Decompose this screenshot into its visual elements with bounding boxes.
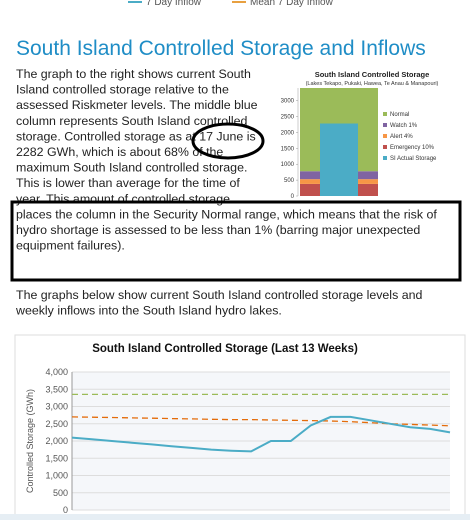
highlight-box (10, 200, 462, 282)
legend-swatch (383, 145, 387, 149)
storage-chart: South Island Controlled Storage (Last 13… (25, 343, 451, 515)
y-tick-label: 2500 (281, 115, 295, 121)
data-line (71, 415, 451, 453)
legend-label: Emergency 10% (390, 145, 435, 151)
legend-label: Watch 1% (390, 123, 418, 129)
y-tick-label: 1500 (281, 146, 295, 152)
y-tick-label: 500 (53, 488, 68, 498)
text-line: storage. Controlled storage as at 17 Jun… (16, 129, 256, 143)
text-line: year. This amount of controlled storage (16, 192, 230, 206)
legend-fragment: Mean 7 Day Inflow (250, 0, 334, 8)
y-axis-label: Controlled Storage (GWh) (25, 389, 35, 493)
y-tick-label: 3,500 (45, 384, 68, 394)
y-tick-label: 0 (291, 194, 295, 200)
text-line: 2282 GWh, which is about 68% of the (16, 145, 223, 159)
text-line: equipment failures). (16, 239, 125, 253)
y-tick-label: 2,000 (45, 436, 68, 446)
page-title: South Island Controlled Storage and Infl… (16, 37, 426, 60)
text-line: places the column in the Security Normal… (16, 207, 437, 221)
y-tick-label: 0 (63, 505, 68, 515)
legend-label: Alert 4% (390, 134, 413, 140)
paragraph: The graphs below show current South Isla… (15, 288, 422, 318)
paragraph: The graph to the right shows current Sou… (16, 67, 437, 253)
legend-swatch (383, 112, 387, 116)
chart-subtitle: (Lakes Tekapo, Pukaki, Hawea, Te Anau & … (306, 81, 439, 87)
y-tick-label: 3000 (281, 99, 295, 105)
highlight-ellipse (191, 122, 265, 160)
legend-swatch (383, 134, 387, 138)
y-tick-label: 500 (284, 178, 295, 184)
y-tick-label: 2000 (281, 130, 295, 136)
y-tick-label: 1,000 (45, 471, 68, 481)
y-tick-label: 2,500 (45, 419, 68, 429)
text-line: The graph to the right shows current Sou… (16, 67, 251, 81)
text-line: maximum South Island controlled storage. (16, 161, 247, 175)
legend-fragment: 7 Day Inflow (146, 0, 202, 8)
legend-label: SI Actual Storage (390, 156, 437, 162)
y-tick-label: 1000 (281, 162, 295, 168)
y-tick-label: 4,000 (45, 367, 68, 377)
page-footer-strip (0, 514, 470, 520)
chart-title: South Island Controlled Storage (Last 13… (92, 343, 358, 355)
y-tick-label: 1,500 (45, 453, 68, 463)
text-line: This is lower than average for the time … (16, 176, 240, 190)
y-tick-label: 3,000 (45, 402, 68, 412)
legend-label: Normal (390, 112, 409, 118)
text-line: Island controlled storage relative to th… (16, 83, 229, 97)
text-line: weekly inflows into the South Island hyd… (15, 304, 282, 318)
text-line: The graphs below show current South Isla… (16, 288, 422, 302)
legend-swatch (383, 156, 387, 160)
chart-title: South Island Controlled Storage (315, 70, 430, 79)
text-line: hydro shortage is assessed to be less th… (16, 223, 420, 237)
riskmeter-chart: South Island Controlled Storage (Lakes T… (281, 70, 439, 200)
text-line: assessed Riskmeter levels. The middle bl… (16, 98, 258, 112)
text-line: column represents South Island controlle… (16, 114, 248, 128)
legend-swatch (383, 123, 387, 127)
actual-bar (320, 123, 358, 196)
